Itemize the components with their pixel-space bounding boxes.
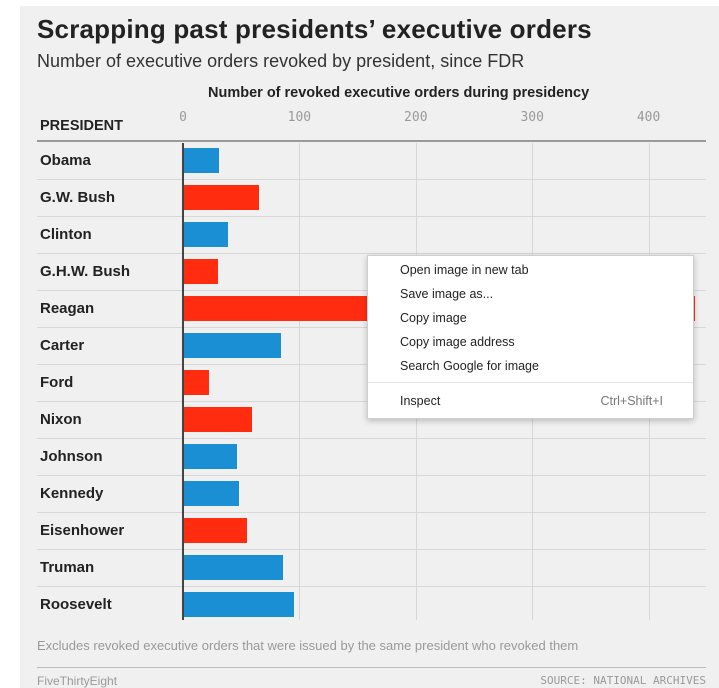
president-label: Reagan (40, 300, 95, 317)
menu-item-label: Inspect (400, 394, 441, 408)
menu-item-label: Search Google for image (400, 359, 539, 373)
menu-item-inspect[interactable]: Inspect Ctrl+Shift+I (368, 389, 693, 413)
menu-item-copy-image-address[interactable]: Copy image address (368, 330, 693, 354)
menu-item-search-google-for-image[interactable]: Search Google for image (368, 354, 693, 378)
x-axis-title: Number of revoked executive orders durin… (208, 85, 590, 101)
row-separator (37, 549, 706, 550)
bar-truman (183, 555, 284, 580)
x-tick-label: 100 (287, 110, 312, 125)
zero-axis-line (182, 143, 184, 620)
menu-item-open-image-new-tab[interactable]: Open image in new tab (368, 258, 693, 282)
bar-johnson (183, 444, 237, 469)
bar-ford (183, 370, 209, 395)
brand-credit: FiveThirtyEight (37, 674, 118, 688)
president-label: G.W. Bush (40, 189, 115, 206)
menu-item-label: Copy image (400, 311, 467, 325)
menu-item-copy-image[interactable]: Copy image (368, 306, 693, 330)
president-label: Carter (40, 337, 85, 354)
menu-item-label: Copy image address (400, 335, 515, 349)
row-separator (37, 586, 706, 587)
source-credit: SOURCE: NATIONAL ARCHIVES (540, 674, 706, 687)
header-rule (37, 140, 706, 142)
president-label: Truman (40, 559, 95, 576)
chart-title: Scrapping past presidents’ executive ord… (37, 14, 592, 44)
bar-kennedy (183, 481, 239, 506)
x-tick-label: 400 (636, 110, 661, 125)
menu-item-save-image-as[interactable]: Save image as... (368, 282, 693, 306)
row-separator (37, 475, 706, 476)
president-label: Roosevelt (40, 596, 112, 613)
president-label: Eisenhower (40, 522, 125, 539)
footnote: Excludes revoked executive orders that w… (37, 638, 579, 653)
president-label: Johnson (40, 448, 103, 465)
chart-subtitle: Number of executive orders revoked by pr… (37, 51, 525, 71)
context-menu: Open image in new tab Save image as... C… (367, 255, 694, 419)
president-label: Clinton (40, 226, 92, 243)
president-label: Ford (40, 374, 74, 391)
menu-separator (368, 382, 693, 383)
president-column-header: PRESIDENT (40, 118, 123, 134)
president-label: Nixon (40, 411, 82, 428)
bar-nixon (183, 407, 252, 432)
bar-roosevelt (183, 592, 294, 617)
menu-item-label: Save image as... (400, 287, 494, 301)
bar-carter (183, 333, 281, 358)
row-separator (37, 253, 706, 254)
footer-rule (37, 667, 706, 668)
bar-clinton (183, 222, 229, 247)
row-separator (37, 438, 706, 439)
x-tick-label: 300 (520, 110, 544, 125)
x-tick-label: 200 (404, 110, 428, 125)
menu-item-label: Open image in new tab (400, 263, 529, 277)
x-gridline (299, 143, 300, 620)
row-separator (37, 179, 706, 180)
row-separator (37, 512, 706, 513)
row-separator (37, 216, 706, 217)
bar-g-w-bush (183, 185, 259, 210)
menu-item-shortcut: Ctrl+Shift+I (600, 394, 663, 408)
bar-obama (183, 148, 220, 173)
president-label: Obama (40, 152, 91, 169)
president-label: G.H.W. Bush (40, 263, 130, 280)
x-tick-label: 0 (179, 110, 187, 125)
bar-g-h-w-bush (183, 259, 218, 284)
bar-eisenhower (183, 518, 248, 543)
president-label: Kennedy (40, 485, 104, 502)
